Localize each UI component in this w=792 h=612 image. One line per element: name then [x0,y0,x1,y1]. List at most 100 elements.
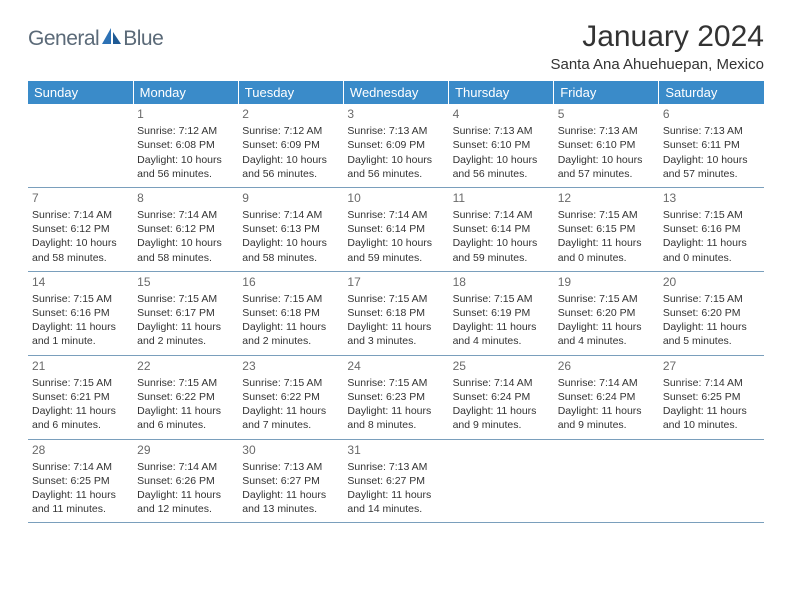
daylight-text: and 58 minutes. [242,251,339,265]
sunrise-text: Sunrise: 7:15 AM [558,292,655,306]
sunset-text: Sunset: 6:18 PM [242,306,339,320]
calendar-day-cell: 29Sunrise: 7:14 AMSunset: 6:26 PMDayligh… [133,439,238,523]
calendar-day-cell [554,439,659,523]
day-number: 8 [137,190,234,206]
daylight-text: Daylight: 10 hours [558,153,655,167]
daylight-text: Daylight: 10 hours [347,153,444,167]
day-header: Monday [133,81,238,104]
daylight-text: and 2 minutes. [137,334,234,348]
brand-word2: Blue [123,27,163,51]
calendar-page: General Blue January 2024 Santa Ana Ahue… [0,0,792,543]
daylight-text: and 5 minutes. [663,334,760,348]
day-number: 6 [663,106,760,122]
daylight-text: Daylight: 11 hours [453,404,550,418]
sunrise-text: Sunrise: 7:14 AM [453,376,550,390]
daylight-text: Daylight: 11 hours [137,488,234,502]
day-number: 4 [453,106,550,122]
daylight-text: Daylight: 11 hours [242,488,339,502]
daylight-text: Daylight: 10 hours [453,236,550,250]
day-header: Tuesday [238,81,343,104]
sunset-text: Sunset: 6:08 PM [137,138,234,152]
day-number: 28 [32,442,129,458]
daylight-text: Daylight: 11 hours [558,236,655,250]
sunset-text: Sunset: 6:14 PM [347,222,444,236]
daylight-text: and 9 minutes. [558,418,655,432]
sunrise-text: Sunrise: 7:15 AM [347,376,444,390]
daylight-text: and 56 minutes. [242,167,339,181]
daylight-text: and 56 minutes. [137,167,234,181]
month-title: January 2024 [550,20,764,54]
sunrise-text: Sunrise: 7:12 AM [242,124,339,138]
daylight-text: and 59 minutes. [347,251,444,265]
daylight-text: Daylight: 11 hours [558,320,655,334]
sunrise-text: Sunrise: 7:14 AM [32,460,129,474]
calendar-header-row: SundayMondayTuesdayWednesdayThursdayFrid… [28,81,764,104]
sunset-text: Sunset: 6:16 PM [663,222,760,236]
sunrise-text: Sunrise: 7:15 AM [137,376,234,390]
sunset-text: Sunset: 6:09 PM [242,138,339,152]
day-number: 23 [242,358,339,374]
day-number: 16 [242,274,339,290]
calendar-day-cell: 15Sunrise: 7:15 AMSunset: 6:17 PMDayligh… [133,271,238,355]
calendar-day-cell: 7Sunrise: 7:14 AMSunset: 6:12 PMDaylight… [28,187,133,271]
daylight-text: Daylight: 11 hours [347,404,444,418]
daylight-text: Daylight: 11 hours [32,320,129,334]
daylight-text: and 3 minutes. [347,334,444,348]
sunset-text: Sunset: 6:20 PM [558,306,655,320]
daylight-text: and 57 minutes. [663,167,760,181]
sunset-text: Sunset: 6:24 PM [453,390,550,404]
sunrise-text: Sunrise: 7:12 AM [137,124,234,138]
sunrise-text: Sunrise: 7:13 AM [453,124,550,138]
calendar-day-cell: 3Sunrise: 7:13 AMSunset: 6:09 PMDaylight… [343,104,448,187]
sunset-text: Sunset: 6:25 PM [32,474,129,488]
daylight-text: and 0 minutes. [558,251,655,265]
calendar-day-cell: 11Sunrise: 7:14 AMSunset: 6:14 PMDayligh… [449,187,554,271]
sail-icon [101,26,123,51]
calendar-day-cell: 23Sunrise: 7:15 AMSunset: 6:22 PMDayligh… [238,355,343,439]
day-number: 12 [558,190,655,206]
daylight-text: and 56 minutes. [347,167,444,181]
daylight-text: Daylight: 10 hours [32,236,129,250]
sunset-text: Sunset: 6:15 PM [558,222,655,236]
calendar-day-cell: 27Sunrise: 7:14 AMSunset: 6:25 PMDayligh… [659,355,764,439]
daylight-text: Daylight: 10 hours [347,236,444,250]
daylight-text: and 2 minutes. [242,334,339,348]
daylight-text: Daylight: 11 hours [663,404,760,418]
sunrise-text: Sunrise: 7:13 AM [347,460,444,474]
calendar-day-cell [28,104,133,187]
daylight-text: Daylight: 11 hours [663,236,760,250]
sunrise-text: Sunrise: 7:15 AM [137,292,234,306]
sunset-text: Sunset: 6:11 PM [663,138,760,152]
calendar-day-cell: 4Sunrise: 7:13 AMSunset: 6:10 PMDaylight… [449,104,554,187]
calendar-week-row: 7Sunrise: 7:14 AMSunset: 6:12 PMDaylight… [28,187,764,271]
daylight-text: and 59 minutes. [453,251,550,265]
daylight-text: Daylight: 10 hours [137,236,234,250]
sunset-text: Sunset: 6:23 PM [347,390,444,404]
daylight-text: Daylight: 11 hours [242,320,339,334]
calendar-week-row: 14Sunrise: 7:15 AMSunset: 6:16 PMDayligh… [28,271,764,355]
day-header: Sunday [28,81,133,104]
daylight-text: Daylight: 11 hours [558,404,655,418]
daylight-text: Daylight: 11 hours [32,488,129,502]
calendar-day-cell: 17Sunrise: 7:15 AMSunset: 6:18 PMDayligh… [343,271,448,355]
calendar-day-cell: 22Sunrise: 7:15 AMSunset: 6:22 PMDayligh… [133,355,238,439]
sunset-text: Sunset: 6:25 PM [663,390,760,404]
calendar-day-cell: 10Sunrise: 7:14 AMSunset: 6:14 PMDayligh… [343,187,448,271]
daylight-text: and 12 minutes. [137,502,234,516]
daylight-text: and 58 minutes. [32,251,129,265]
daylight-text: Daylight: 11 hours [453,320,550,334]
day-number: 24 [347,358,444,374]
daylight-text: and 1 minute. [32,334,129,348]
calendar-week-row: 28Sunrise: 7:14 AMSunset: 6:25 PMDayligh… [28,439,764,523]
sunrise-text: Sunrise: 7:13 AM [558,124,655,138]
day-number: 5 [558,106,655,122]
day-number: 26 [558,358,655,374]
brand-logo: General Blue [28,26,163,51]
daylight-text: Daylight: 10 hours [663,153,760,167]
sunrise-text: Sunrise: 7:13 AM [663,124,760,138]
daylight-text: and 13 minutes. [242,502,339,516]
day-header: Friday [554,81,659,104]
day-number: 31 [347,442,444,458]
calendar-day-cell: 12Sunrise: 7:15 AMSunset: 6:15 PMDayligh… [554,187,659,271]
day-header: Wednesday [343,81,448,104]
